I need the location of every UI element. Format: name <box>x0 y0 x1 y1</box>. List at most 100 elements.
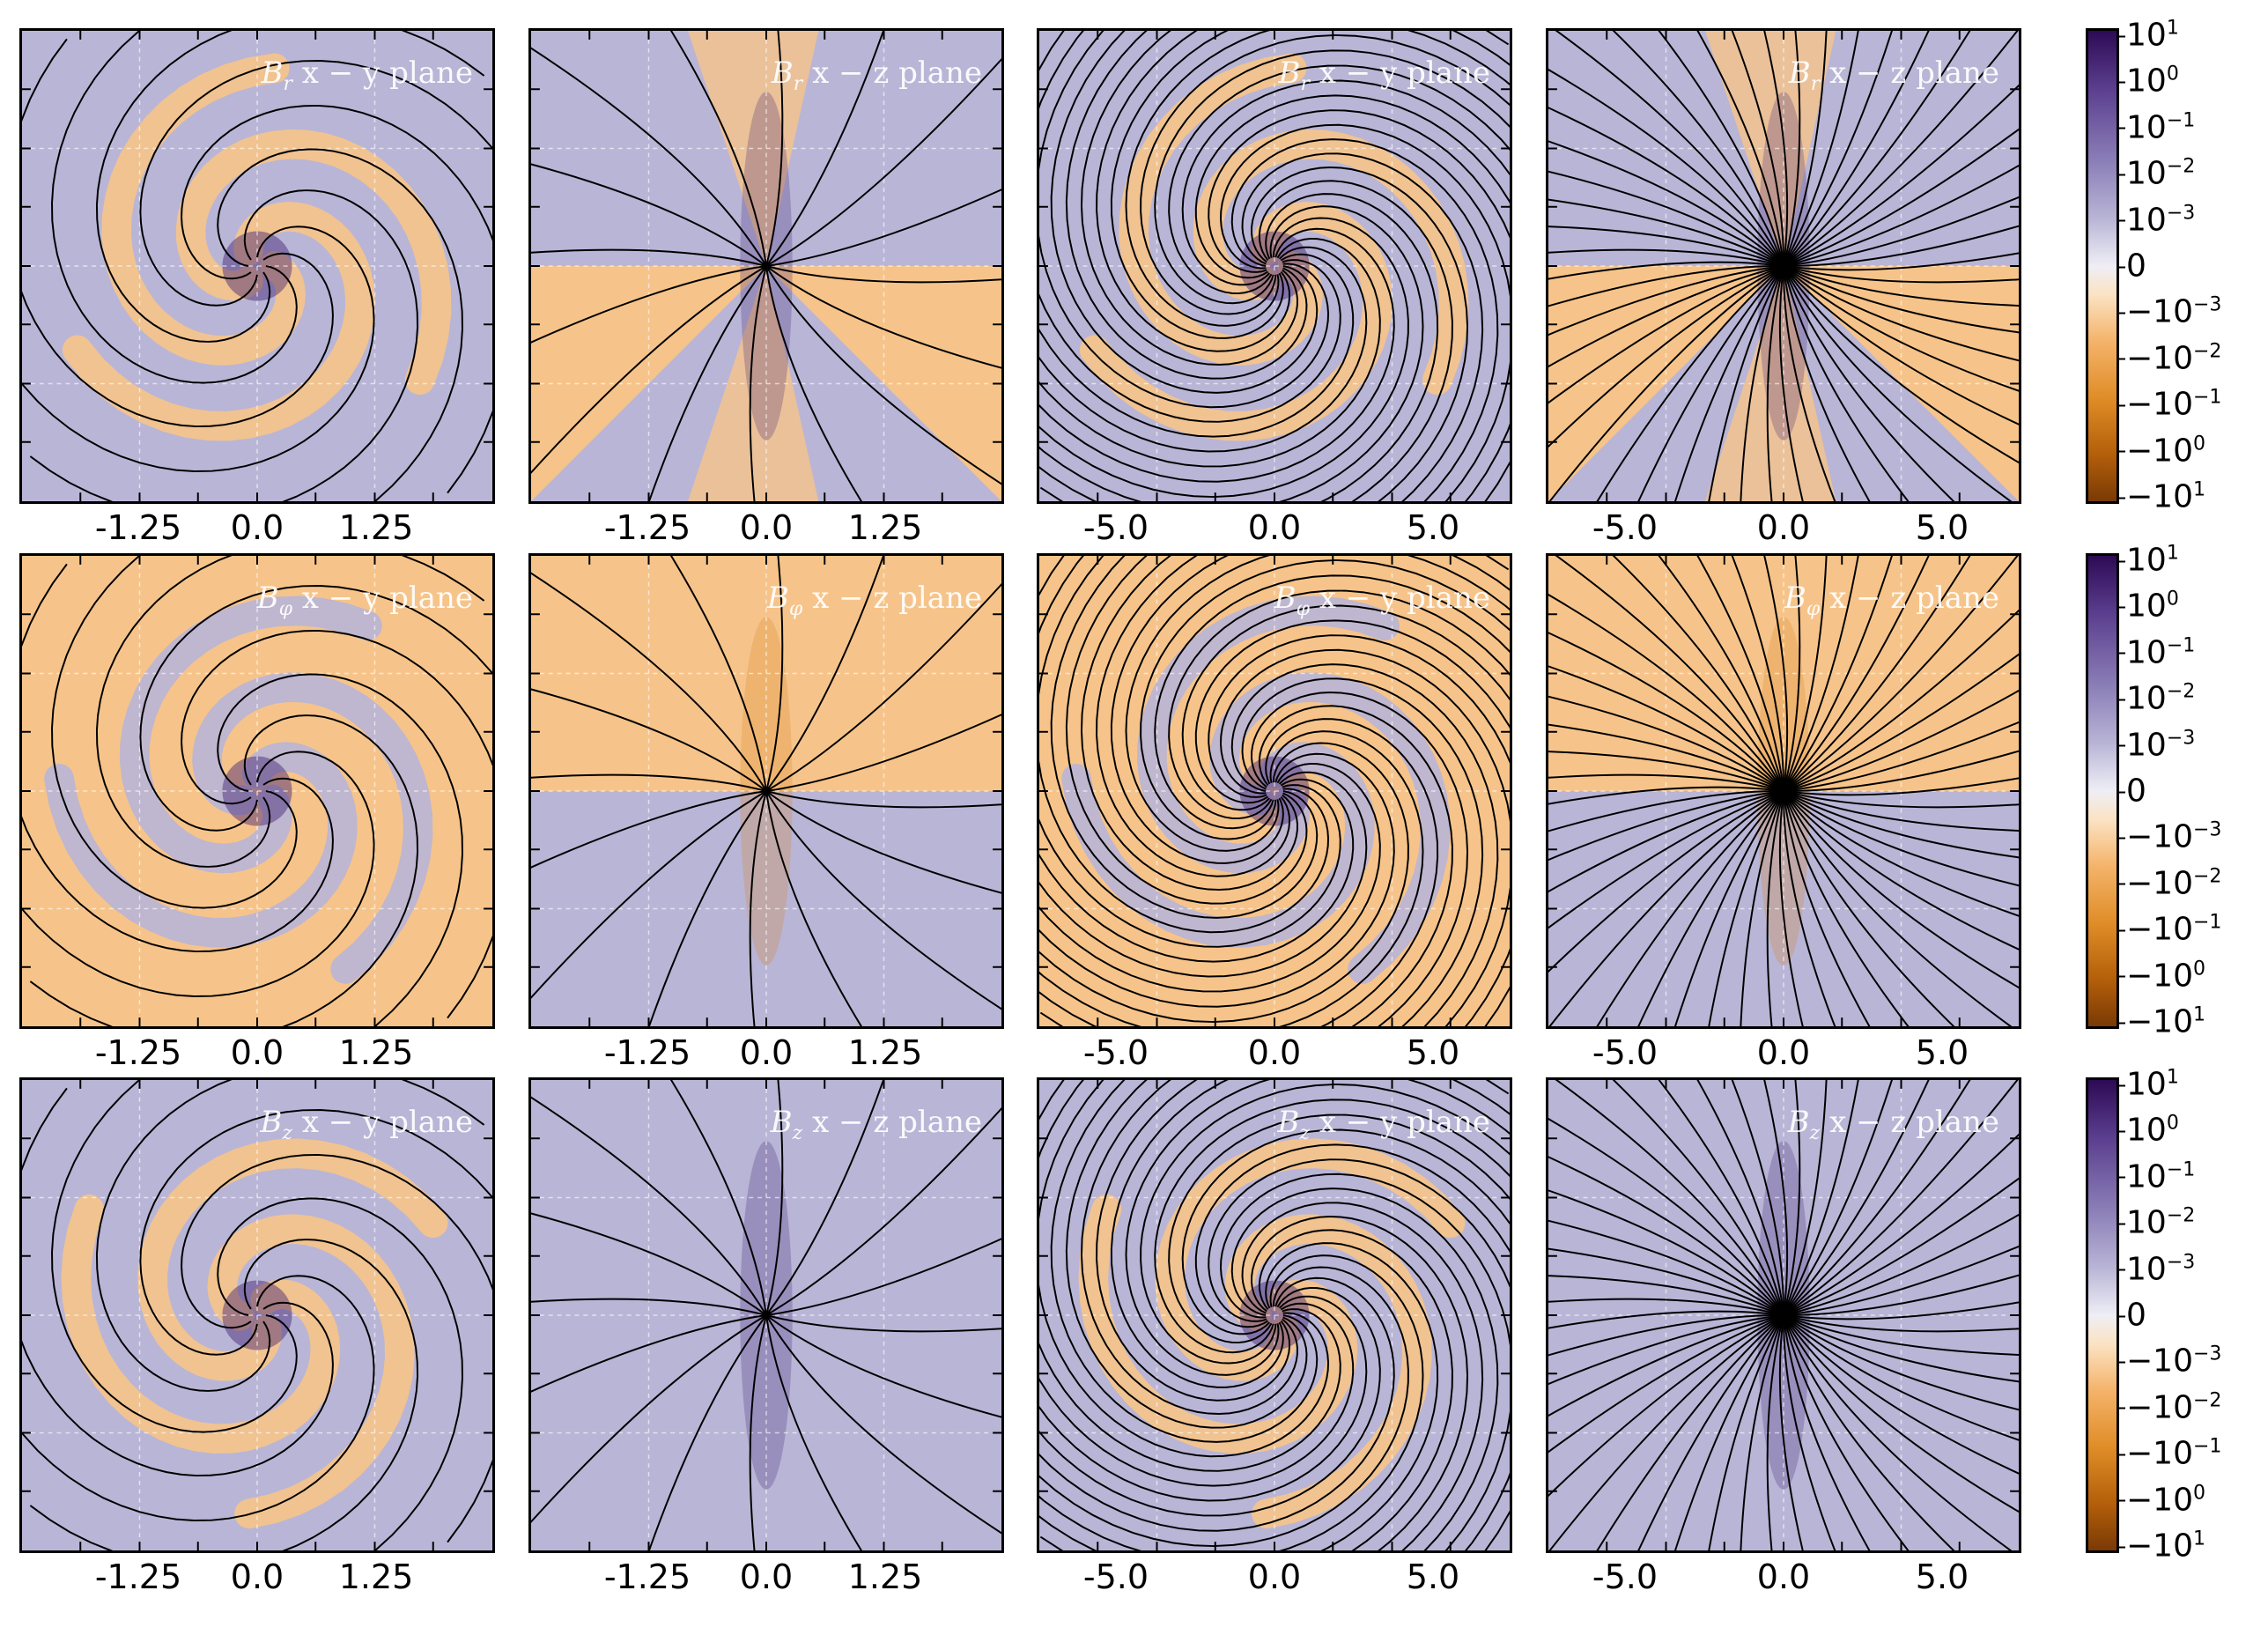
colorbar-label-base: −10 <box>2126 340 2193 377</box>
panel-r2-c4: Bφ x − z plane <box>1546 553 2021 1029</box>
colorbar-label: 10−1 <box>2117 1158 2195 1195</box>
title-plane: x − y plane <box>1309 581 1490 616</box>
tick-label: 1.25 <box>847 1557 923 1596</box>
panel-r1-c3: Br x − y plane <box>1037 28 1512 504</box>
title-symbol: B <box>1784 581 1806 616</box>
panel-title: Bz x − y plane <box>260 1105 473 1144</box>
colorbar-label-base: −10 <box>2126 1389 2193 1426</box>
field-map <box>22 556 492 1026</box>
field-map <box>531 556 1001 1026</box>
colorbar-label: 0 <box>2117 248 2146 285</box>
x-tick-labels: -1.25 0.0 1.25 <box>528 1033 1004 1072</box>
colorbar-label-exp: −2 <box>2192 340 2222 363</box>
panel-title: Br x − z plane <box>772 55 982 95</box>
colorbar-label: 10−2 <box>2117 156 2195 192</box>
tick-label: 5.0 <box>1406 508 1460 547</box>
tick-label: -1.25 <box>603 1557 691 1596</box>
colorbar-label-exp: 1 <box>2166 17 2179 40</box>
title-subscript: φ <box>1296 597 1310 620</box>
colorbar-label-exp: 0 <box>2192 958 2205 980</box>
colorbar-label: −101 <box>2117 1528 2205 1565</box>
panel-title: Bz x − y plane <box>1277 1105 1490 1144</box>
colorbar-label: 10−2 <box>2117 680 2196 717</box>
x-tick-labels: -1.25 0.0 1.25 <box>19 1557 495 1596</box>
title-symbol: B <box>1788 55 1811 91</box>
panel-r3-c3: Bz x − y plane <box>1037 1077 1512 1553</box>
colorbar-label-exp: −1 <box>2166 109 2196 132</box>
x-tick-labels: -5.0 0.0 5.0 <box>1546 1033 2021 1072</box>
x-tick-labels: -1.25 0.0 1.25 <box>528 1557 1004 1596</box>
tick-label: -5.0 <box>1082 1557 1149 1596</box>
colorbar-label-base: −10 <box>2126 386 2193 423</box>
colorbar-label: −101 <box>2117 478 2205 515</box>
title-plane: x − z plane <box>802 55 982 91</box>
tick-label: -1.25 <box>94 1033 182 1072</box>
x-tick-labels: -5.0 0.0 5.0 <box>1546 1557 2021 1596</box>
title-plane: x − y plane <box>1309 55 1490 91</box>
colorbar-label-base: 10 <box>2126 634 2167 671</box>
title-symbol: B <box>261 55 284 91</box>
colorbar-label: 10−3 <box>2117 1251 2196 1287</box>
tick-label: -5.0 <box>1082 508 1149 547</box>
tick-label: 0.0 <box>230 1033 284 1072</box>
tick-label: -1.25 <box>603 1033 691 1072</box>
colorbar-label: −100 <box>2117 433 2205 469</box>
tick-label: 0.0 <box>1756 1033 1811 1072</box>
tick-label: 5.0 <box>1406 1557 1460 1596</box>
colorbar-label-exp: −2 <box>2192 1389 2222 1412</box>
colorbar-label-exp: −2 <box>2166 680 2196 703</box>
colorbar-label-exp: −1 <box>2166 634 2196 657</box>
colorbar-label: −10−2 <box>2117 340 2222 377</box>
title-plane: x − y plane <box>1309 1105 1490 1140</box>
colorbar-label-exp: −1 <box>2192 911 2222 934</box>
title-subscript: r <box>1810 72 1821 95</box>
colorbar-label: −101 <box>2117 1003 2205 1040</box>
title-symbol: B <box>256 581 279 616</box>
panel-title: Br x − z plane <box>1789 55 1999 95</box>
colorbar-label-exp: −3 <box>2166 1251 2196 1274</box>
title-subscript: r <box>793 72 803 95</box>
colorbar-label-base: −10 <box>2126 911 2193 948</box>
tick-label: -1.25 <box>94 1557 182 1596</box>
colorbar-label-base: 0 <box>2126 773 2146 810</box>
colorbar-label-exp: 0 <box>2166 588 2179 610</box>
colorbar-label-base: 10 <box>2126 680 2167 717</box>
colorbar-label-exp: 1 <box>2192 1003 2205 1026</box>
tick-label: 1.25 <box>338 1033 414 1072</box>
x-tick-labels: -1.25 0.0 1.25 <box>528 508 1004 547</box>
tick-label: 1.25 <box>847 508 923 547</box>
title-plane: x − y plane <box>292 581 473 616</box>
colorbar-label-exp: 0 <box>2166 1112 2179 1135</box>
x-tick-labels: -5.0 0.0 5.0 <box>1037 1033 1512 1072</box>
field-map <box>531 31 1001 501</box>
title-plane: x − z plane <box>1820 55 1999 91</box>
colorbar-label-base: 10 <box>2126 109 2167 146</box>
colorbar-label-exp: −3 <box>2166 727 2196 750</box>
field-map <box>1039 556 1510 1026</box>
title-subscript: φ <box>278 597 292 620</box>
colorbar-label-exp: 1 <box>2192 1528 2205 1550</box>
panel-title: Bφ x − z plane <box>767 581 982 620</box>
colorbar-label: −10−2 <box>2117 865 2222 901</box>
colorbar-label: 101 <box>2117 543 2179 579</box>
colorbar-label-base: 10 <box>2126 588 2167 625</box>
tick-label: -1.25 <box>94 508 182 547</box>
colorbar-label-base: −10 <box>2126 1003 2193 1040</box>
title-symbol: B <box>1277 1105 1300 1140</box>
colorbar-label-exp: −2 <box>2192 865 2222 888</box>
tick-label: 1.25 <box>847 1033 923 1072</box>
panel-r2-c2: Bφ x − z plane <box>528 553 1004 1029</box>
colorbar-label-exp: −3 <box>2192 818 2222 841</box>
panel-r3-c2: Bz x − z plane <box>528 1077 1004 1553</box>
colorbar-label: −10−1 <box>2117 386 2222 423</box>
colorbar-label-base: −10 <box>2126 818 2193 855</box>
field-map <box>1039 31 1510 501</box>
colorbar-label-exp: 1 <box>2166 1066 2179 1089</box>
x-tick-labels: -5.0 0.0 5.0 <box>1546 508 2021 547</box>
colorbar-label-base: −10 <box>2126 478 2193 515</box>
title-plane: x − z plane <box>802 581 982 616</box>
colorbar-label: 10−3 <box>2117 202 2195 238</box>
title-subscript: φ <box>788 597 803 620</box>
colorbar-label-exp: −1 <box>2192 386 2222 409</box>
colorbar-label: 100 <box>2117 1112 2179 1149</box>
